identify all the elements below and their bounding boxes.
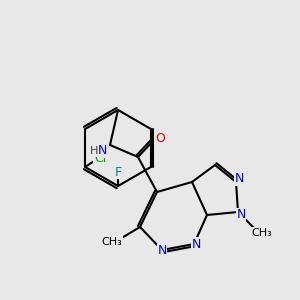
Text: N: N bbox=[236, 208, 246, 221]
Text: N: N bbox=[234, 172, 244, 185]
Text: H: H bbox=[90, 146, 98, 156]
Text: Cl: Cl bbox=[94, 152, 106, 166]
Text: N: N bbox=[157, 244, 167, 256]
Text: CH₃: CH₃ bbox=[102, 237, 122, 247]
Text: CH₃: CH₃ bbox=[252, 228, 272, 238]
Text: N: N bbox=[97, 145, 107, 158]
Text: O: O bbox=[155, 131, 165, 145]
Text: F: F bbox=[114, 166, 122, 178]
Text: N: N bbox=[191, 238, 201, 250]
